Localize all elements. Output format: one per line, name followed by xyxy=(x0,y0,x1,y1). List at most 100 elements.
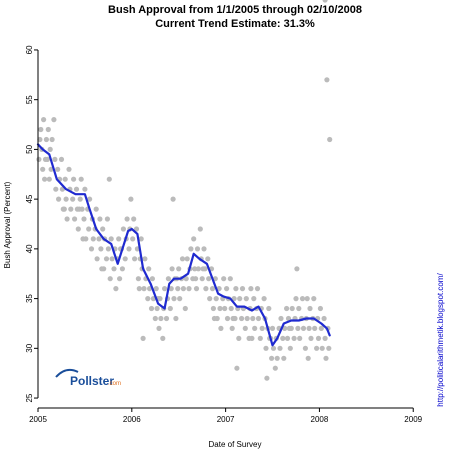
survey-point xyxy=(104,216,110,222)
survey-point xyxy=(120,226,126,232)
survey-point xyxy=(160,335,166,341)
survey-point xyxy=(248,286,254,292)
survey-point xyxy=(207,296,213,302)
survey-point xyxy=(300,325,307,331)
survey-points xyxy=(36,0,333,381)
survey-point xyxy=(46,176,52,182)
survey-point xyxy=(274,355,280,361)
survey-point xyxy=(97,216,103,222)
survey-point xyxy=(156,325,162,331)
survey-point xyxy=(55,166,61,172)
survey-point xyxy=(293,296,299,302)
survey-point xyxy=(195,266,201,272)
survey-point xyxy=(201,246,207,252)
y-tick-label: 40 xyxy=(25,244,34,253)
survey-point xyxy=(266,305,272,312)
survey-point xyxy=(71,176,77,182)
survey-point xyxy=(42,156,49,162)
survey-point xyxy=(323,355,329,361)
survey-point xyxy=(141,286,147,292)
survey-point xyxy=(94,256,100,262)
survey-point xyxy=(284,305,290,312)
survey-point xyxy=(314,345,320,351)
survey-point xyxy=(177,296,183,302)
survey-point xyxy=(56,196,62,202)
survey-point xyxy=(43,136,50,143)
y-tick-label: 45 xyxy=(25,194,34,203)
survey-point xyxy=(158,315,164,322)
source-url: http://politicalarithmetik.blogspot.com/ xyxy=(436,273,445,407)
logo-swoosh-icon xyxy=(55,368,79,378)
survey-point xyxy=(173,315,179,322)
survey-point xyxy=(105,246,111,252)
survey-point xyxy=(302,345,308,351)
survey-point xyxy=(80,236,86,242)
survey-point xyxy=(272,365,278,371)
survey-point xyxy=(180,286,186,292)
survey-point xyxy=(222,305,228,312)
survey-point xyxy=(183,276,189,282)
survey-point xyxy=(36,156,42,162)
survey-point xyxy=(287,345,293,351)
survey-point xyxy=(200,266,206,272)
survey-point xyxy=(324,77,330,83)
survey-point xyxy=(122,256,128,262)
survey-point xyxy=(277,345,283,351)
survey-point xyxy=(62,176,68,182)
survey-point xyxy=(41,117,47,123)
survey-point xyxy=(108,236,114,242)
survey-point xyxy=(142,256,148,262)
survey-point xyxy=(305,355,311,361)
chart-subtitle: Current Trend Estimate: 31.3% xyxy=(155,18,315,30)
survey-point xyxy=(64,216,70,222)
survey-point xyxy=(86,226,92,232)
logo-suffix: .com xyxy=(108,381,121,387)
survey-point xyxy=(77,196,83,202)
survey-point xyxy=(322,335,328,341)
y-tick-label: 30 xyxy=(25,343,34,352)
x-tick-label: 2009 xyxy=(404,415,422,424)
survey-point xyxy=(270,345,277,351)
survey-point xyxy=(242,325,248,331)
survey-point xyxy=(145,296,151,302)
survey-point xyxy=(88,246,95,252)
survey-point xyxy=(278,315,284,322)
survey-point xyxy=(249,335,255,341)
survey-point xyxy=(76,206,82,212)
survey-point xyxy=(255,315,262,322)
survey-point xyxy=(68,206,74,212)
survey-point xyxy=(213,296,219,302)
survey-point xyxy=(280,335,286,341)
survey-point xyxy=(218,325,224,331)
survey-point xyxy=(206,276,212,282)
survey-point xyxy=(96,236,102,242)
y-tick-label: 55 xyxy=(25,95,34,104)
survey-point xyxy=(289,305,295,312)
survey-point xyxy=(269,355,275,361)
pollster-logo: Pollster .com xyxy=(55,368,121,388)
survey-point xyxy=(252,325,258,331)
survey-point xyxy=(184,256,190,262)
survey-point xyxy=(138,236,144,242)
ticks: 2005 2006 2007 2008 2009 25 30 35 40 45 50 55 60 xyxy=(25,45,423,424)
survey-point xyxy=(103,256,110,262)
survey-point xyxy=(99,266,105,272)
survey-point xyxy=(126,246,132,252)
survey-point xyxy=(106,176,112,182)
survey-point xyxy=(146,266,152,272)
survey-point xyxy=(153,286,159,292)
survey-point xyxy=(148,305,155,312)
survey-point xyxy=(188,246,194,252)
survey-point xyxy=(130,236,136,242)
survey-point xyxy=(82,186,88,192)
survey-point xyxy=(61,206,67,212)
x-tick-label: 2005 xyxy=(29,415,47,424)
survey-point xyxy=(254,286,261,292)
survey-point xyxy=(205,256,211,262)
survey-point xyxy=(140,335,146,341)
survey-point xyxy=(37,136,43,143)
survey-point xyxy=(179,256,186,262)
survey-point xyxy=(286,325,292,331)
survey-point xyxy=(100,226,106,232)
